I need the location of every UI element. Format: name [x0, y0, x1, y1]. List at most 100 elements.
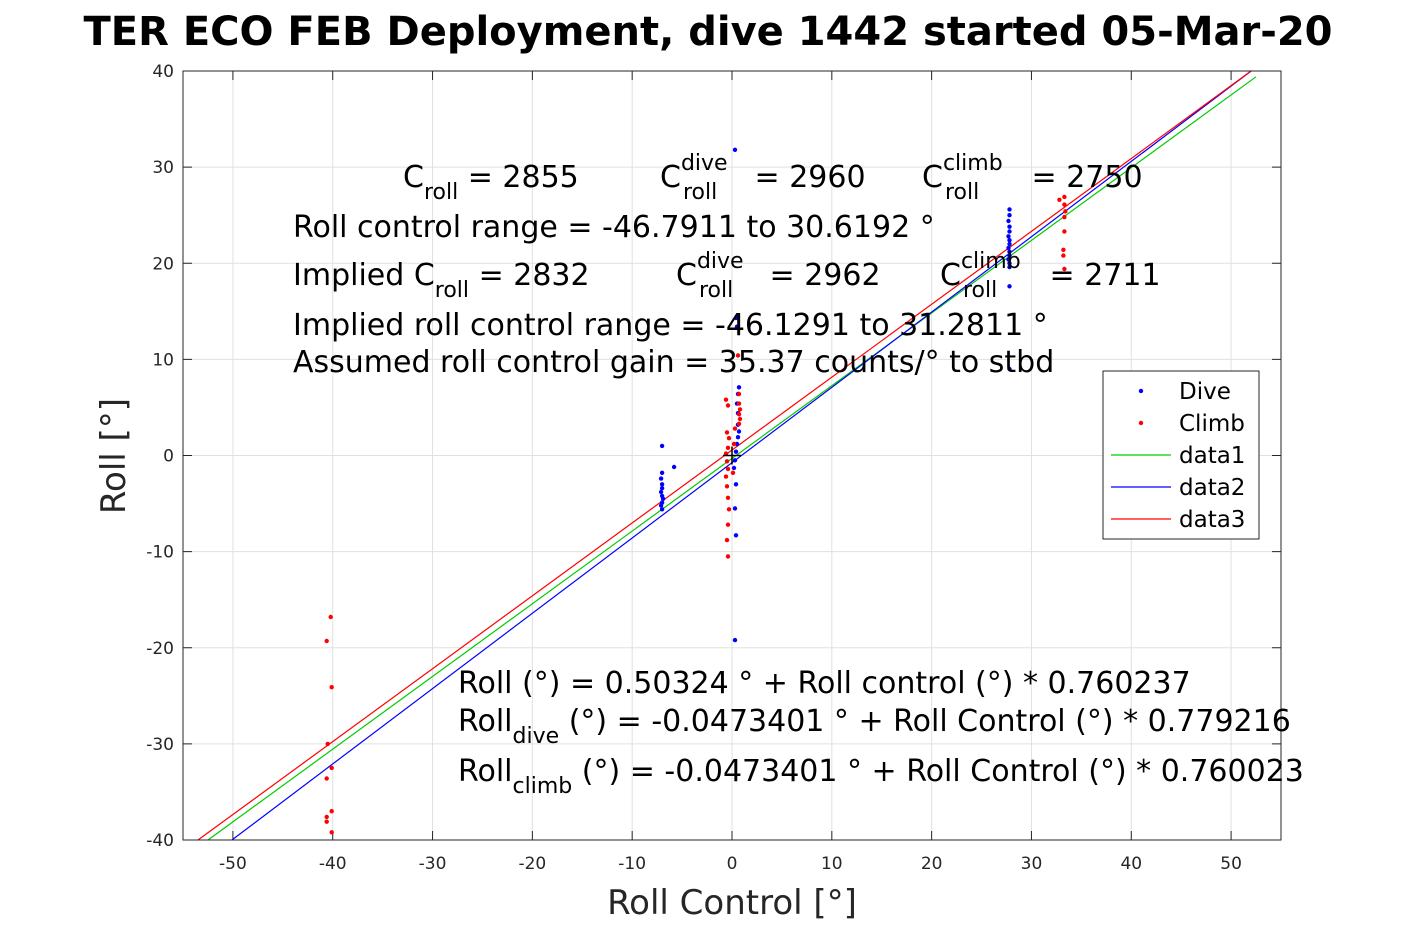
point-dive [1007, 261, 1012, 266]
annotation-implied-climb-constant: Cclimb roll = 2711 [940, 249, 1161, 303]
y-tick-label: 40 [152, 62, 174, 82]
point-climb [737, 407, 743, 412]
x-tick-label: 10 [821, 854, 843, 874]
point-dive [733, 533, 739, 538]
point-climb [736, 412, 742, 417]
point-dive [732, 147, 738, 152]
annotation-climb-equation: Rollclimb (°) = -0.0473401 ° + Roll Cont… [458, 754, 1304, 799]
zero-marker [723, 446, 741, 465]
point-climb [725, 495, 731, 500]
legend-label-dive: Dive [1179, 379, 1231, 405]
point-climb [1063, 209, 1068, 214]
point-climb [723, 397, 729, 402]
x-axis-label: Roll Control [°] [607, 883, 857, 923]
point-dive [1007, 241, 1012, 247]
point-dive [734, 324, 740, 329]
point-climb [724, 430, 730, 435]
point-dive [733, 482, 739, 487]
annotation-calibration-constants: Croll = 2855 [403, 160, 579, 205]
point-climb [1062, 202, 1067, 207]
point-climb [724, 537, 730, 543]
legend: Dive Climb data1 data2 data3 [1102, 370, 1260, 540]
point-dive [732, 506, 738, 511]
point-climb [324, 814, 329, 820]
point-dive [736, 429, 742, 434]
point-climb [725, 445, 731, 450]
point-climb [1062, 266, 1067, 272]
chart-title: TER ECO FEB Deployment, dive 1442 starte… [83, 9, 1332, 55]
y-tick-label: 10 [152, 350, 174, 370]
point-dive [1007, 207, 1012, 212]
point-dive [659, 443, 665, 449]
legend-label-data1: data1 [1179, 443, 1245, 469]
annotations: Croll = 2855 Cdive roll = 2960 Cclimb roll… [293, 151, 1304, 799]
y-tick-label: -10 [146, 543, 174, 563]
legend-label-climb: Climb [1179, 411, 1245, 437]
point-dive [1006, 234, 1011, 239]
plot-frame [182, 70, 1282, 841]
annotation-control-gain: Assumed roll control gain = 35.37 counts… [293, 345, 1054, 380]
point-climb [725, 403, 731, 408]
point-climb [1061, 247, 1066, 252]
point-climb [329, 765, 334, 771]
point-climb [724, 484, 730, 489]
point-dive [1007, 366, 1012, 372]
point-climb [329, 830, 334, 835]
y-tick-label: 0 [163, 447, 174, 467]
annotation-fit-equation: Roll (°) = 0.50324 ° + Roll control (°) … [458, 666, 1191, 701]
point-dive [1006, 218, 1011, 224]
point-dive [733, 315, 739, 321]
point-dive [659, 470, 665, 475]
point-dive [659, 482, 665, 487]
x-tick-label: -30 [419, 854, 447, 874]
point-dive [732, 458, 738, 463]
point-dive [733, 449, 739, 454]
x-tick-label: -40 [319, 854, 347, 874]
point-climb [725, 554, 731, 559]
point-climb [1062, 229, 1067, 234]
point-climb [1062, 214, 1067, 220]
point-dive [1007, 224, 1012, 229]
point-climb [726, 507, 732, 512]
point-climb [725, 466, 731, 472]
point-dive [1007, 238, 1012, 243]
point-climb [1061, 253, 1066, 258]
point-climb [731, 441, 737, 447]
point-dive [658, 503, 664, 508]
annotation-implied-constants: Implied Croll = 2832 [293, 258, 590, 303]
point-dive [1007, 213, 1012, 218]
y-tick-label: -30 [146, 735, 174, 755]
point-climb [324, 776, 329, 781]
point-dive [1006, 257, 1011, 262]
point-climb [328, 614, 333, 620]
point-dive [736, 385, 742, 390]
y-tick-label: -40 [146, 831, 174, 851]
point-dive [658, 476, 664, 481]
legend-swatch-climb [1138, 420, 1144, 426]
point-dive [1007, 253, 1012, 258]
data-points [324, 147, 1068, 835]
fit-line-data2 [231, 70, 1252, 841]
point-climb [736, 401, 742, 406]
point-climb [736, 391, 742, 397]
point-dive [1007, 284, 1012, 289]
point-climb [324, 638, 329, 644]
point-climb [1057, 197, 1062, 202]
annotation-roll-control-range: Roll control range = -46.7911 to 30.6192… [293, 210, 935, 245]
point-dive [732, 637, 738, 643]
point-dive [1007, 264, 1012, 270]
point-dive [1007, 229, 1012, 234]
annotation-climb-constant: Cclimb roll = 2750 [922, 151, 1143, 205]
x-tick-label: -50 [219, 854, 247, 874]
point-climb [736, 421, 742, 426]
y-tick-label: 20 [152, 254, 174, 274]
point-climb [732, 426, 738, 431]
x-tick-label: -10 [618, 854, 646, 874]
point-dive [660, 496, 666, 501]
y-tick-label: 30 [152, 158, 174, 178]
x-tick-label: 40 [1120, 854, 1142, 874]
point-climb [325, 741, 330, 747]
point-dive [659, 486, 665, 491]
y-tick-label: -20 [146, 639, 174, 659]
